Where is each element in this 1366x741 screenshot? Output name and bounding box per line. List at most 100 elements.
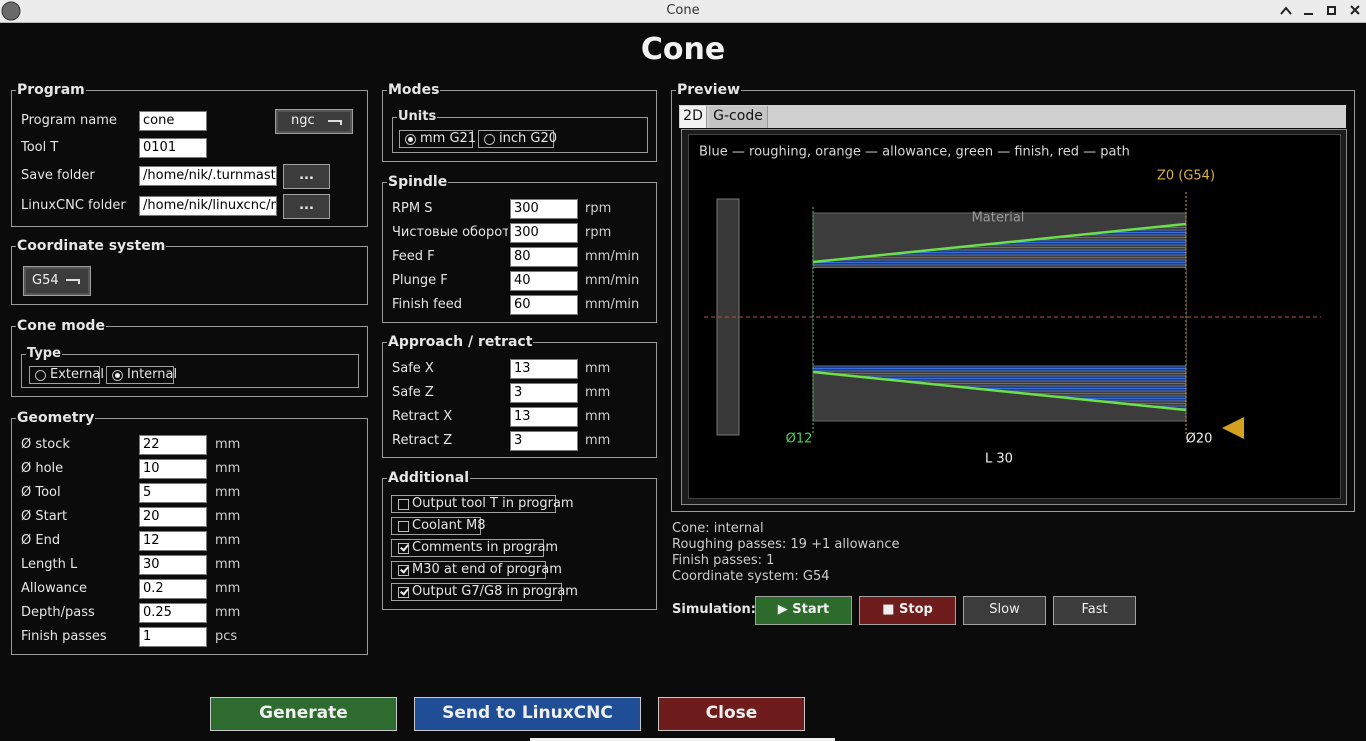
option-label: Output tool T in program <box>412 496 574 511</box>
simulation-button[interactable]: ▶ Start <box>755 596 852 625</box>
text-input[interactable]: 0101 <box>139 138 207 158</box>
text-input[interactable]: /home/nik/.turnmaster/ge <box>139 166 277 186</box>
simulation-button[interactable]: Slow <box>963 596 1046 625</box>
length-label: L 30 <box>985 452 1013 467</box>
option-label: Internal <box>127 367 178 382</box>
combo-box[interactable]: ngc <box>275 109 353 134</box>
group-frame <box>671 90 1355 512</box>
group-legend: Program <box>16 82 86 98</box>
group-legend: Type <box>26 346 62 362</box>
text-input[interactable]: 300 <box>510 199 578 219</box>
group-legend: Preview <box>676 82 742 98</box>
field-label: Чистовые обороты <box>392 225 508 240</box>
checkbox-box <box>398 521 409 532</box>
checkbox-option[interactable]: Output tool T in program <box>391 495 574 513</box>
tab[interactable]: G-code <box>709 106 768 128</box>
text-input[interactable]: 1 <box>139 627 207 647</box>
start-diameter-label: Ø12 <box>786 432 813 447</box>
title-bar <box>0 0 1366 23</box>
end-diameter-label: Ø20 <box>1186 432 1213 447</box>
group-frame <box>382 90 657 162</box>
material-label: Material <box>972 211 1025 226</box>
status-line: Cone: internal <box>672 521 764 536</box>
text-input[interactable]: 20 <box>139 507 207 527</box>
simulation-label: Simulation: <box>672 602 756 617</box>
radio-option[interactable]: inch G20 <box>478 130 557 148</box>
text-input[interactable]: 0.2 <box>139 579 207 599</box>
checkbox-option[interactable]: Comments in program <box>391 539 558 557</box>
group-legend: Geometry <box>16 410 96 426</box>
combo-arrow <box>328 119 342 125</box>
field-label: RPM S <box>392 201 433 216</box>
tool-marker <box>1222 417 1244 439</box>
field-label: Allowance <box>21 581 88 596</box>
field-label: Retract Z <box>392 433 453 448</box>
field-label: Ø stock <box>21 437 70 452</box>
group-frame <box>392 117 648 153</box>
unit-label: mm <box>215 461 241 476</box>
radio-option[interactable]: External <box>29 366 104 384</box>
text-input[interactable]: 3 <box>510 383 578 403</box>
combo-box[interactable]: G54 <box>23 266 91 296</box>
checkbox-tick <box>400 542 409 552</box>
radio-dot <box>408 137 413 142</box>
radio-option[interactable]: mm G21 <box>399 130 476 148</box>
text-input[interactable]: 22 <box>139 435 207 455</box>
restore-icon[interactable] <box>1327 6 1336 15</box>
simulation-button[interactable]: Fast <box>1053 596 1136 625</box>
z0-label: Z0 (G54) <box>1157 169 1215 184</box>
checkbox-option[interactable]: Coolant M8 <box>391 517 486 535</box>
tab-bar <box>679 105 1346 128</box>
checkbox-box <box>398 564 409 576</box>
text-input[interactable]: 60 <box>510 295 578 315</box>
text-input[interactable]: 0.25 <box>139 603 207 623</box>
text-input[interactable]: 12 <box>139 531 207 551</box>
text-input[interactable]: 10 <box>139 459 207 479</box>
group-frame <box>382 478 657 610</box>
unit-label: mm <box>215 581 241 596</box>
group-frame <box>21 354 359 388</box>
option-label: Coolant M8 <box>412 518 486 533</box>
group-legend: Cone mode <box>16 318 106 334</box>
text-input[interactable]: 300 <box>510 223 578 243</box>
status-line: Roughing passes: 19 +1 allowance <box>672 537 900 552</box>
title-bar-icons <box>1 1 1360 21</box>
simulation-button[interactable]: ■ Stop <box>859 596 956 625</box>
option-label: M30 at end of program <box>412 562 562 577</box>
field-label: Finish feed <box>392 297 462 312</box>
group-legend: Additional <box>387 470 470 486</box>
field-label: Tool T <box>21 140 59 155</box>
tab[interactable]: 2D <box>680 106 707 128</box>
unit-label: rpm <box>585 225 612 240</box>
group-frame <box>11 326 368 397</box>
field-label: Ø Start <box>21 509 68 524</box>
close-icon[interactable] <box>1350 5 1360 15</box>
text-input[interactable]: 5 <box>139 483 207 503</box>
text-input[interactable]: 30 <box>139 555 207 575</box>
checkbox-option[interactable]: M30 at end of program <box>391 561 562 579</box>
text-input[interactable]: 80 <box>510 247 578 267</box>
action-button[interactable]: Close <box>658 697 805 731</box>
text-input[interactable]: 40 <box>510 271 578 291</box>
text-input[interactable]: 3 <box>510 431 578 451</box>
browse-button[interactable]: ... <box>283 194 330 219</box>
page-title: Cone <box>640 32 726 67</box>
option-label: inch G20 <box>499 131 557 146</box>
text-input[interactable]: /home/nik/linuxcnc/nc_fil <box>139 196 277 216</box>
radio-dot <box>115 373 120 378</box>
field-label: Finish passes <box>21 629 107 644</box>
text-input[interactable]: cone <box>139 111 207 131</box>
action-button[interactable]: Generate <box>210 697 397 731</box>
action-button[interactable]: Send to LinuxCNC <box>414 697 641 731</box>
browse-button[interactable]: ... <box>283 164 330 189</box>
checkbox-option[interactable]: Output G7/G8 in program <box>391 583 578 601</box>
radio-option[interactable]: Internal <box>106 366 178 384</box>
text-input[interactable]: 13 <box>510 359 578 379</box>
unit-label: mm/min <box>585 273 640 288</box>
maximize-icon[interactable] <box>1280 6 1292 15</box>
text-input[interactable]: 13 <box>510 407 578 427</box>
option-label: External <box>50 367 104 382</box>
field-label: Length L <box>21 557 78 572</box>
field-label: Ø hole <box>21 461 64 476</box>
